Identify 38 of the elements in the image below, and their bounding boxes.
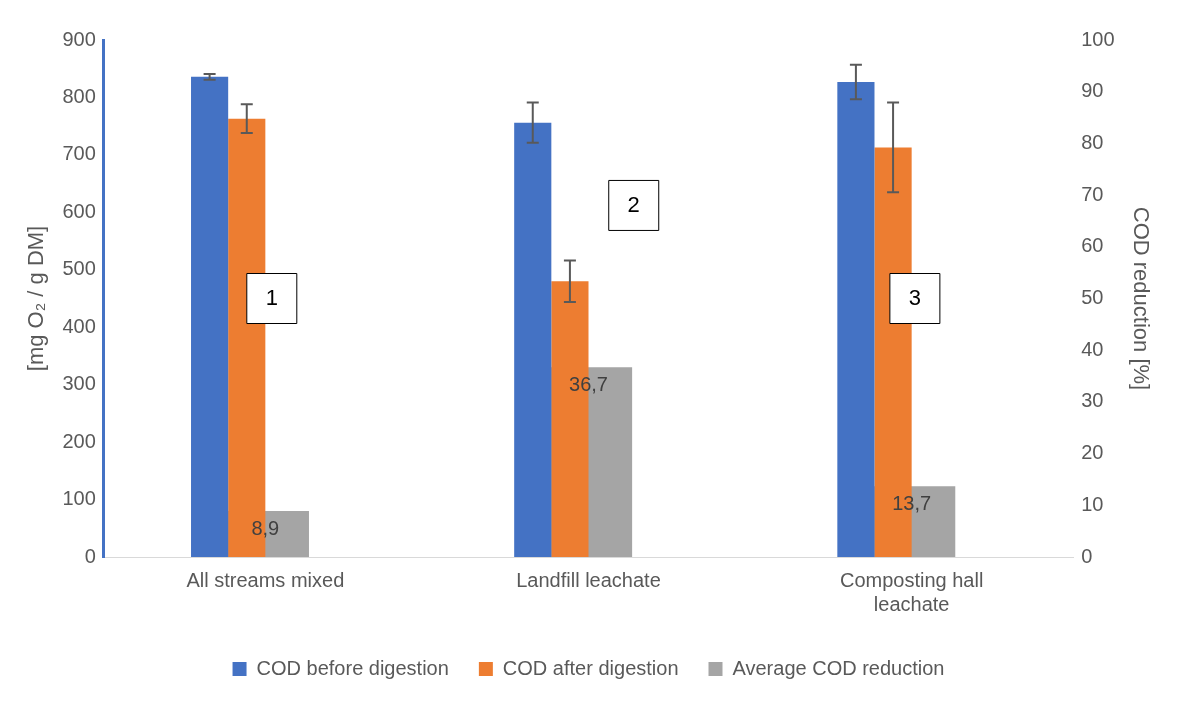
y-tick-label: 700 bbox=[62, 142, 96, 165]
y-tick-label: 300 bbox=[62, 372, 96, 395]
annotation: 2 bbox=[627, 191, 640, 217]
bar bbox=[837, 81, 875, 557]
x-tick-label: Composting hall leachate bbox=[839, 568, 984, 615]
y2-tick-label: 50 bbox=[1081, 286, 1104, 309]
y2-axis-title: COD reduction [%] bbox=[1128, 206, 1154, 391]
y-tick-label: 100 bbox=[62, 487, 96, 510]
data-label: 36,7 bbox=[569, 372, 608, 395]
y2-tick-label: 100 bbox=[1081, 27, 1115, 50]
legend-label: COD after digestion bbox=[502, 656, 679, 679]
y2-tick-label: 30 bbox=[1081, 389, 1104, 412]
data-label: 8,9 bbox=[251, 516, 280, 539]
data-label: 13,7 bbox=[892, 491, 932, 514]
y2-tick-label: 80 bbox=[1081, 130, 1104, 153]
y-tick-label: 200 bbox=[62, 429, 96, 452]
annotation: 1 bbox=[265, 284, 278, 310]
x-tick-label: All streams mixed bbox=[186, 568, 345, 591]
y-tick-label: 0 bbox=[84, 544, 96, 567]
y-tick-label: 500 bbox=[62, 257, 96, 280]
y-tick-label: 800 bbox=[62, 84, 96, 107]
bar bbox=[514, 122, 552, 557]
y2-tick-label: 0 bbox=[1081, 544, 1093, 567]
annotation: 3 bbox=[908, 284, 922, 310]
y2-tick-label: 20 bbox=[1081, 441, 1104, 464]
y-axis-title: [mg O₂ / g DM] bbox=[23, 225, 49, 372]
y2-tick-label: 10 bbox=[1081, 492, 1104, 515]
y2-tick-label: 60 bbox=[1081, 234, 1104, 257]
y-tick-label: 400 bbox=[62, 314, 96, 337]
y-tick-label: 900 bbox=[62, 27, 96, 50]
legend-label: Average COD reduction bbox=[732, 656, 945, 679]
bar bbox=[191, 76, 229, 557]
y2-tick-label: 40 bbox=[1081, 337, 1104, 360]
y2-tick-label: 90 bbox=[1081, 79, 1104, 102]
y-tick-label: 600 bbox=[62, 199, 96, 222]
x-tick-label: Landfill leachate bbox=[516, 568, 661, 591]
legend-label: COD before digestion bbox=[256, 656, 449, 679]
y2-tick-label: 70 bbox=[1081, 182, 1104, 205]
